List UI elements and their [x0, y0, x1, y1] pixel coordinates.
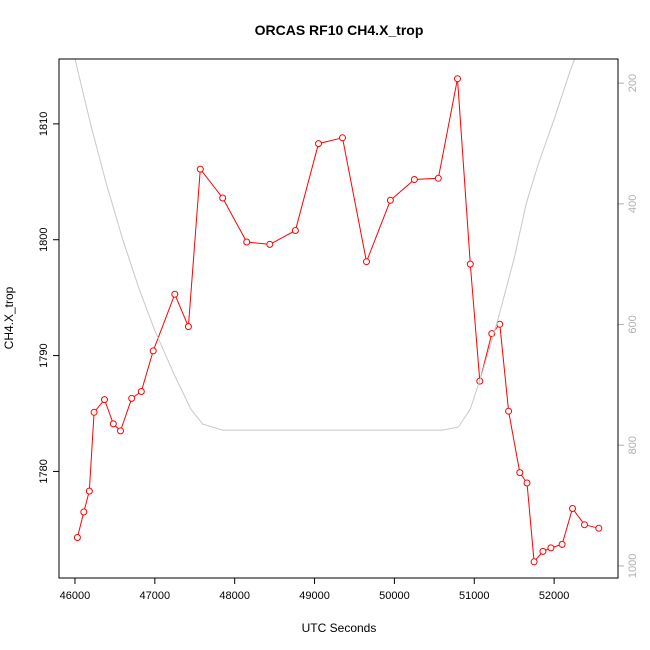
series-0-point	[315, 140, 322, 148]
x-tick-label: 51000	[459, 590, 490, 602]
series-0-point	[219, 194, 227, 202]
y-tick-label: 1790	[38, 343, 50, 367]
series-0-point	[196, 165, 204, 173]
right-tick-label: 600	[627, 315, 639, 333]
series-0-point	[128, 394, 136, 402]
y-axis-label: CH4.X_trop	[2, 286, 16, 349]
series-0-point	[85, 487, 93, 495]
y-tick-label: 1810	[38, 112, 50, 136]
series-0-point	[90, 408, 98, 416]
series-0-point	[523, 479, 531, 487]
series-0-point	[339, 134, 346, 142]
series-0-point	[184, 323, 192, 331]
series-0-point	[539, 547, 547, 555]
series-0-point	[137, 388, 145, 395]
x-axis-label: UTC Seconds	[302, 621, 377, 635]
y-tick-label: 1780	[38, 459, 50, 483]
right-tick-label: 1000	[627, 554, 639, 578]
series-0-point	[581, 521, 588, 529]
series-0-point	[386, 196, 394, 204]
chart-title: ORCAS RF10 CH4.X_trop	[255, 22, 424, 38]
series-0-point	[171, 290, 179, 298]
series-0-point	[547, 544, 555, 552]
series-0-point	[434, 174, 442, 182]
series-0-point	[595, 524, 603, 532]
y-tick-label: 1800	[38, 227, 50, 251]
series-0-point	[243, 238, 251, 246]
series-0-point	[117, 427, 124, 435]
x-tick-label: 48000	[219, 590, 250, 602]
series-1-line	[74, 59, 576, 431]
plot-frame	[58, 58, 619, 579]
series-0-point	[109, 420, 117, 428]
x-tick-label: 49000	[299, 590, 330, 602]
x-tick-label: 47000	[140, 590, 171, 602]
right-tick-label: 400	[627, 195, 639, 213]
series-0-point	[496, 320, 504, 328]
series-0-point	[454, 75, 461, 83]
series-0-point	[410, 176, 418, 183]
series-0-point	[266, 240, 274, 248]
series-0-point	[558, 540, 566, 548]
series-0-point	[516, 469, 524, 477]
x-tick-label: 46000	[60, 590, 91, 602]
series-0-point	[291, 227, 299, 234]
x-tick-label: 50000	[379, 590, 410, 602]
series-0-point	[466, 260, 474, 268]
series-0-point	[363, 258, 370, 266]
series-0-point	[569, 505, 576, 512]
right-tick-label: 800	[627, 436, 639, 454]
x-tick-label: 52000	[539, 590, 570, 602]
series-0-point	[101, 396, 108, 404]
series-0-point	[505, 407, 513, 415]
right-tick-label: 200	[627, 74, 639, 92]
series-0-point	[149, 347, 157, 355]
series-0-point	[80, 508, 88, 516]
series-0-point	[530, 558, 538, 566]
series-0-point	[73, 534, 81, 541]
series-0-line	[76, 78, 599, 564]
series-layer	[73, 59, 603, 566]
axes-layer: 46000 47000 48000 49000 50000 51000 52000 1780 1…	[38, 74, 639, 602]
